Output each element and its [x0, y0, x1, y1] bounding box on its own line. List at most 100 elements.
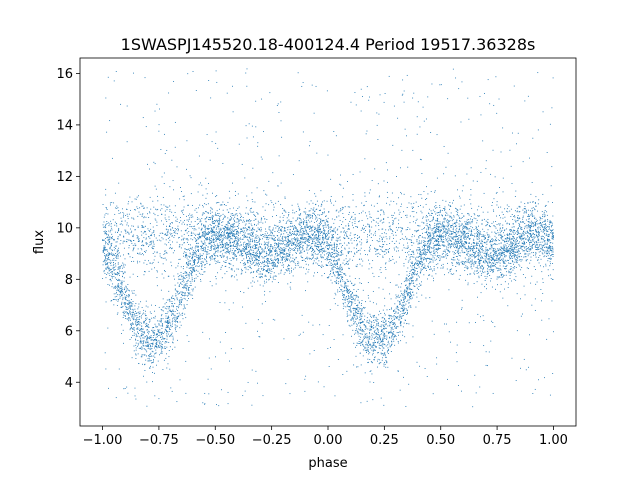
data-point	[279, 235, 281, 237]
data-point	[512, 267, 514, 269]
data-point	[223, 230, 225, 232]
data-point	[282, 253, 284, 255]
data-point	[315, 216, 317, 218]
data-point	[443, 244, 445, 246]
data-point	[215, 225, 217, 227]
data-point	[529, 241, 531, 243]
data-point	[393, 331, 395, 333]
data-point	[339, 274, 341, 276]
data-point	[406, 309, 408, 311]
data-point	[498, 250, 500, 252]
data-point	[179, 301, 181, 303]
data-point	[525, 249, 527, 251]
data-point	[416, 284, 418, 286]
data-point	[385, 321, 387, 323]
data-point	[158, 331, 159, 333]
data-point	[256, 264, 258, 266]
data-point	[494, 239, 496, 240]
data-point	[150, 234, 152, 236]
data-point	[418, 225, 419, 227]
data-point	[409, 278, 411, 280]
data-point	[375, 225, 377, 227]
data-point	[328, 236, 330, 238]
data-point	[347, 299, 349, 301]
data-point	[314, 244, 316, 246]
data-point	[317, 238, 319, 240]
data-point	[329, 274, 331, 276]
data-point	[466, 222, 468, 224]
data-point	[508, 255, 510, 257]
data-point	[448, 228, 450, 229]
data-point	[246, 256, 248, 258]
data-point	[519, 211, 521, 213]
data-point	[165, 301, 167, 303]
data-point	[459, 246, 461, 248]
data-point	[264, 275, 266, 277]
data-point	[112, 283, 114, 285]
data-point	[445, 234, 447, 236]
data-point	[426, 245, 428, 247]
data-point	[389, 293, 391, 295]
data-point	[281, 226, 283, 228]
data-point	[315, 195, 317, 197]
data-point	[463, 231, 465, 233]
data-point	[373, 382, 375, 383]
data-point	[127, 309, 129, 311]
data-point	[511, 247, 513, 249]
data-point	[140, 356, 142, 358]
data-point	[453, 230, 454, 232]
data-point	[445, 228, 447, 230]
data-point	[438, 255, 440, 257]
data-point	[206, 257, 207, 259]
data-point	[201, 227, 203, 229]
data-point	[127, 284, 129, 285]
data-point	[543, 246, 545, 248]
data-point	[497, 267, 499, 269]
data-point	[338, 267, 340, 269]
data-point	[345, 287, 347, 289]
data-point	[504, 229, 506, 231]
data-point	[383, 236, 385, 238]
data-point	[475, 321, 476, 323]
data-point	[156, 347, 158, 349]
data-point	[473, 265, 475, 267]
data-point	[505, 268, 507, 270]
data-point	[314, 226, 316, 228]
data-point	[456, 219, 458, 221]
data-point	[500, 230, 502, 232]
data-point	[540, 230, 542, 232]
data-point	[132, 217, 134, 219]
data-point	[342, 308, 344, 310]
data-point	[192, 254, 194, 256]
data-point	[404, 290, 406, 292]
data-point	[204, 403, 205, 405]
data-point	[250, 235, 252, 237]
data-point	[174, 231, 176, 233]
data-point	[205, 253, 207, 255]
data-point	[203, 242, 204, 244]
data-point	[171, 390, 173, 392]
data-point	[474, 273, 476, 275]
data-point	[502, 127, 504, 129]
data-point	[482, 211, 484, 213]
data-point	[423, 259, 425, 260]
data-point	[253, 271, 255, 272]
data-point	[232, 182, 233, 184]
data-point	[444, 251, 446, 252]
data-point	[211, 244, 213, 246]
data-point	[103, 270, 105, 271]
data-point	[274, 238, 275, 240]
data-point	[547, 226, 549, 228]
data-point	[131, 292, 133, 294]
data-point	[107, 239, 109, 241]
data-point	[381, 345, 383, 347]
data-point	[184, 295, 185, 297]
data-point	[369, 216, 371, 218]
data-point	[248, 253, 250, 255]
data-point	[257, 242, 259, 244]
data-point	[380, 331, 382, 332]
data-point	[432, 217, 434, 219]
data-point	[510, 262, 512, 264]
data-point	[393, 315, 395, 316]
data-point	[546, 253, 548, 255]
